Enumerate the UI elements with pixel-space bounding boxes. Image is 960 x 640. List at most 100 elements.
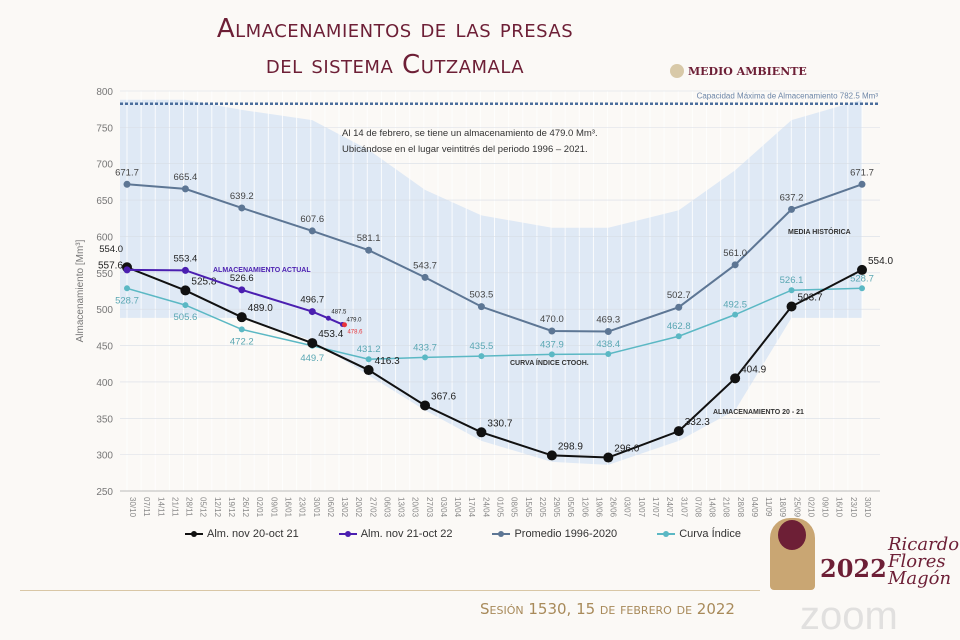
data-point (477, 303, 485, 311)
data-point (603, 452, 614, 463)
data-point (238, 204, 246, 212)
data-point (673, 426, 684, 437)
legend-marker (657, 531, 676, 537)
data-point (325, 315, 331, 321)
data-label: 639.2 (230, 191, 254, 202)
data-label: 665.4 (174, 172, 198, 183)
legend-label: Alm. nov 20-oct 21 (207, 528, 299, 540)
data-point (238, 326, 245, 333)
x-tick-label: 18/09 (778, 497, 787, 518)
data-label: 416.3 (375, 356, 400, 367)
legend-item-2021-22: Alm. nov 21-oct 22 (338, 528, 452, 540)
data-point (788, 205, 796, 213)
x-tick-label: 06/03 (382, 497, 391, 518)
x-tick-label: 25/09 (792, 497, 801, 518)
y-tick-label: 600 (96, 232, 113, 243)
data-label: 492.5 (723, 300, 747, 311)
x-tick-label: 08/05 (510, 497, 519, 518)
x-tick-label: 06/02 (326, 497, 335, 518)
data-label: 561.0 (723, 248, 747, 259)
data-label: 433.7 (413, 342, 437, 353)
x-tick-label: 17/04 (467, 497, 476, 518)
x-tick-label: 28/11 (185, 497, 194, 517)
data-point (675, 333, 682, 340)
data-point (365, 356, 372, 363)
data-label: 470.0 (540, 314, 564, 325)
data-label: 437.9 (540, 339, 564, 350)
data-label: 298.9 (558, 441, 583, 452)
data-label: 557.6 (98, 260, 123, 271)
y-tick-label: 500 (96, 305, 113, 316)
data-label: 431.2 (357, 344, 381, 355)
data-point (363, 365, 374, 376)
x-tick-label: 24/07 (665, 497, 674, 518)
data-label: 472.2 (230, 336, 254, 347)
x-tick-label: 27/03 (425, 497, 434, 518)
data-point (605, 350, 612, 357)
data-label: 453.4 (318, 329, 343, 340)
data-label: 525.8 (191, 276, 216, 287)
x-tick-label: 22/05 (538, 497, 547, 518)
x-tick-label: 28/08 (736, 497, 745, 518)
data-point (123, 266, 131, 274)
series-annotation: ALMACENAMIENTO ACTUAL (213, 267, 311, 274)
x-tick-label: 20/02 (354, 497, 363, 518)
zoom-watermark: zoom (800, 594, 898, 638)
data-point (308, 227, 316, 235)
data-label: 671.7 (850, 167, 874, 178)
data-label: 505.6 (174, 312, 198, 323)
data-point (786, 301, 797, 312)
x-tick-label: 30/01 (312, 497, 321, 518)
x-tick-label: 07/11 (142, 497, 151, 517)
data-point (731, 261, 739, 269)
data-point (181, 185, 189, 193)
data-point (788, 287, 795, 294)
y-tick-label: 400 (96, 378, 113, 389)
data-point (422, 354, 429, 361)
x-tick-label: 24/04 (481, 497, 490, 518)
series-annotation: MEDIA HISTÓRICA (788, 227, 851, 236)
footer-divider (20, 590, 760, 591)
data-label: 528.7 (850, 273, 874, 284)
legend-label: Promedio 1996-2020 (514, 528, 618, 540)
medio-ambiente-logo: MEDIO AMBIENTE (670, 64, 807, 78)
data-label: 438.4 (596, 339, 620, 350)
legend-item-2020-21: Alm. nov 20-oct 21 (185, 528, 299, 540)
x-tick-label: 23/10 (849, 497, 858, 518)
data-label: 503.5 (470, 290, 494, 301)
legend-marker (338, 531, 357, 537)
y-axis-label: Almacenamiento [Mm³] (75, 239, 86, 342)
data-point (365, 246, 373, 254)
series-annotation: ALMACENAMIENTO 20 - 21 (713, 409, 804, 416)
x-tick-label: 09/10 (821, 497, 830, 518)
y-tick-label: 300 (96, 451, 113, 462)
note-line-1: Al 14 de febrero, se tiene un almacenami… (342, 128, 598, 139)
x-tick-label: 14/11 (156, 497, 165, 517)
legend: Alm. nov 20-oct 21 Alm. nov 21-oct 22 Pr… (185, 528, 741, 540)
data-label: 526.6 (230, 273, 254, 284)
data-point (420, 400, 431, 411)
x-tick-label: 16/01 (283, 497, 292, 518)
legend-item-curva-indice: Curva Índice (657, 528, 741, 540)
data-point (548, 327, 556, 335)
data-point (238, 286, 246, 294)
x-tick-label: 17/07 (651, 497, 660, 518)
legend-marker (185, 531, 203, 537)
historical-range-band (120, 99, 862, 465)
note-line-2: Ubicándose en el lugar veintitrés del pe… (342, 144, 588, 155)
x-tick-label: 31/07 (679, 497, 688, 518)
data-label: 528.7 (115, 295, 139, 306)
y-tick-label: 800 (96, 87, 113, 98)
legend-label: Curva Índice (679, 528, 741, 540)
portrait-illustration (770, 518, 815, 590)
legend-item-promedio: Promedio 1996-2020 (492, 528, 617, 540)
x-tick-label: 02/01 (255, 497, 264, 518)
y-tick-label: 350 (96, 414, 113, 425)
data-point (421, 273, 429, 281)
x-tick-label: 05/06 (566, 497, 575, 518)
data-label: 581.1 (357, 233, 381, 244)
data-label: 367.6 (431, 391, 456, 402)
series-annotation: CURVA ÍNDICE CTOOH. (510, 358, 589, 367)
x-tick-label: 20/03 (411, 497, 420, 518)
data-label: 671.7 (115, 167, 139, 178)
